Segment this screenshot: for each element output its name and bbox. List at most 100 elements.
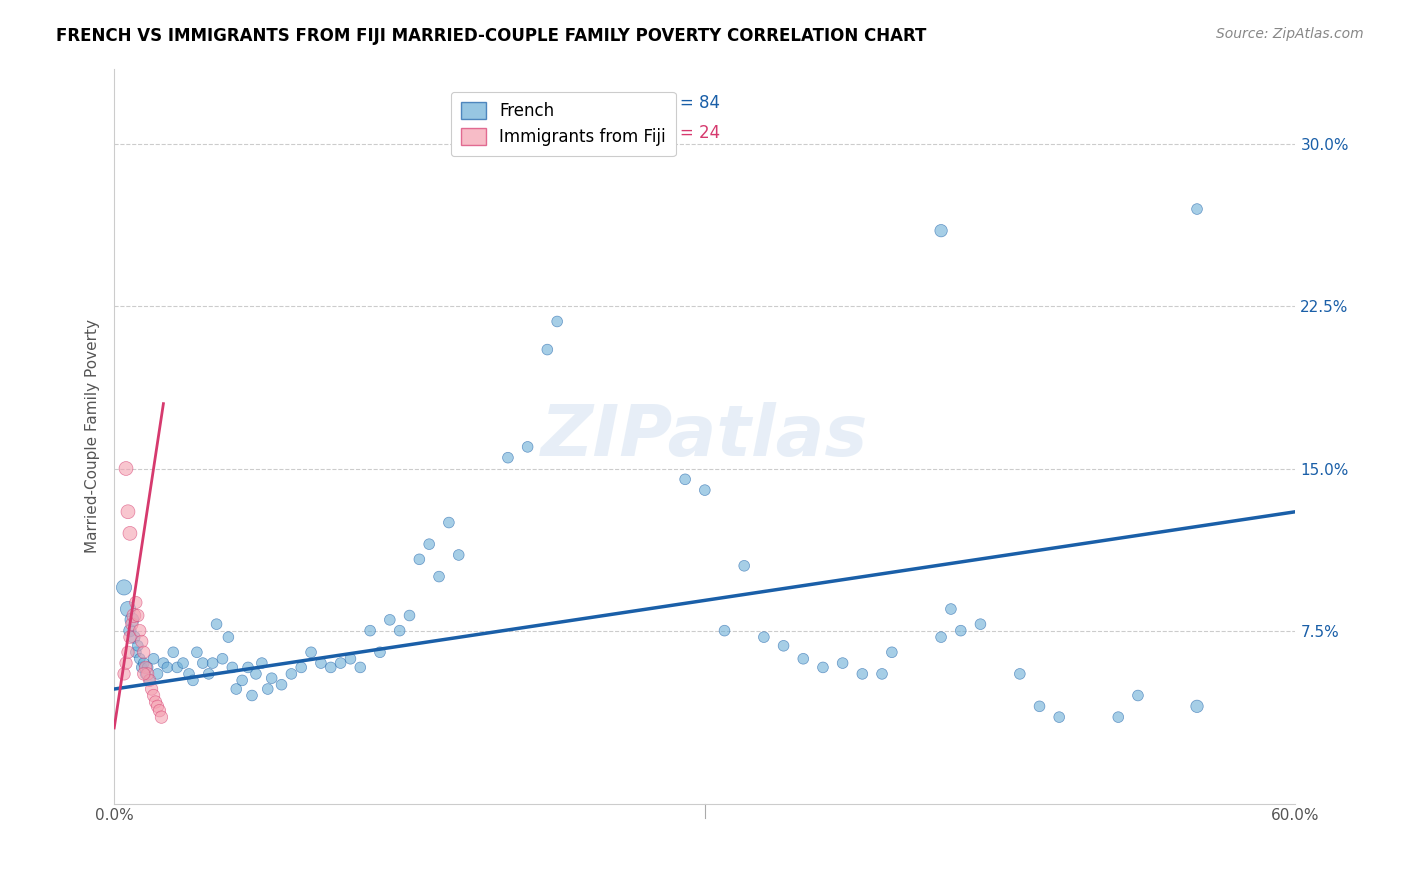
Point xyxy=(131,634,153,648)
Point xyxy=(205,617,228,632)
Point xyxy=(772,639,794,653)
Point xyxy=(831,656,853,670)
Point xyxy=(1008,666,1031,681)
Point xyxy=(127,639,149,653)
Point xyxy=(329,656,352,670)
Point xyxy=(197,666,219,681)
Point xyxy=(245,666,267,681)
Point xyxy=(117,645,139,659)
Point xyxy=(516,440,538,454)
Point xyxy=(713,624,735,638)
Point xyxy=(319,660,342,674)
Point xyxy=(1107,710,1129,724)
Point xyxy=(125,596,148,610)
Point xyxy=(231,673,253,688)
Point xyxy=(138,673,160,688)
Point xyxy=(166,660,188,674)
Point xyxy=(136,666,159,681)
Point xyxy=(398,608,420,623)
Point xyxy=(131,660,153,674)
Point xyxy=(217,630,239,644)
Point xyxy=(112,581,135,595)
Point xyxy=(546,314,568,328)
Point xyxy=(132,666,155,681)
Point xyxy=(349,660,371,674)
Point xyxy=(118,526,141,541)
Point xyxy=(146,699,169,714)
Point xyxy=(388,624,411,638)
Point xyxy=(929,224,952,238)
Point xyxy=(148,704,170,718)
Point xyxy=(132,656,155,670)
Point xyxy=(427,569,450,583)
Point xyxy=(142,652,165,666)
Point xyxy=(270,678,292,692)
Point xyxy=(929,630,952,644)
Point xyxy=(851,666,873,681)
Point xyxy=(135,666,157,681)
Point xyxy=(128,624,150,638)
Point xyxy=(256,681,278,696)
Point xyxy=(250,656,273,670)
Point xyxy=(673,472,696,486)
Point xyxy=(135,660,157,674)
Point xyxy=(186,645,208,659)
Point xyxy=(368,645,391,659)
Point xyxy=(447,548,470,562)
Point xyxy=(115,461,138,475)
Point xyxy=(1028,699,1050,714)
Point xyxy=(752,630,775,644)
Point xyxy=(299,645,322,659)
Text: R = 0.425   N = 84: R = 0.425 N = 84 xyxy=(562,95,720,112)
Text: ZIPatlas: ZIPatlas xyxy=(541,401,869,471)
Point xyxy=(408,552,430,566)
Point xyxy=(339,652,361,666)
Point xyxy=(792,652,814,666)
Point xyxy=(260,671,283,685)
Point xyxy=(112,666,135,681)
Point xyxy=(191,656,214,670)
Point xyxy=(221,660,243,674)
Point xyxy=(145,695,167,709)
Point xyxy=(240,689,263,703)
Point xyxy=(201,656,224,670)
Point xyxy=(172,656,194,670)
Point xyxy=(880,645,903,659)
Point xyxy=(1126,689,1149,703)
Point xyxy=(1047,710,1070,724)
Point xyxy=(121,617,143,632)
Point xyxy=(870,666,893,681)
Point xyxy=(128,652,150,666)
Point xyxy=(162,645,184,659)
Point xyxy=(939,602,962,616)
Text: R = 0.541   N = 24: R = 0.541 N = 24 xyxy=(562,124,720,142)
Point xyxy=(152,656,174,670)
Point xyxy=(141,681,163,696)
Point xyxy=(122,630,145,644)
Point xyxy=(1185,202,1208,216)
Point xyxy=(211,652,233,666)
Y-axis label: Married-Couple Family Poverty: Married-Couple Family Poverty xyxy=(86,319,100,553)
Point xyxy=(181,673,204,688)
Point xyxy=(309,656,332,670)
Point xyxy=(122,608,145,623)
Point xyxy=(225,681,247,696)
Point xyxy=(437,516,460,530)
Point xyxy=(496,450,519,465)
Point xyxy=(733,558,755,573)
Point xyxy=(236,660,259,674)
Point xyxy=(969,617,991,632)
Point xyxy=(121,613,143,627)
Point xyxy=(290,660,312,674)
Point xyxy=(146,666,169,681)
Point xyxy=(378,613,401,627)
Point xyxy=(117,602,139,616)
Point xyxy=(150,710,173,724)
Point xyxy=(1185,699,1208,714)
Point xyxy=(125,645,148,659)
Point xyxy=(536,343,558,357)
Point xyxy=(118,624,141,638)
Point xyxy=(418,537,440,551)
Point xyxy=(142,689,165,703)
Legend: French, Immigrants from Fiji: French, Immigrants from Fiji xyxy=(450,92,675,156)
